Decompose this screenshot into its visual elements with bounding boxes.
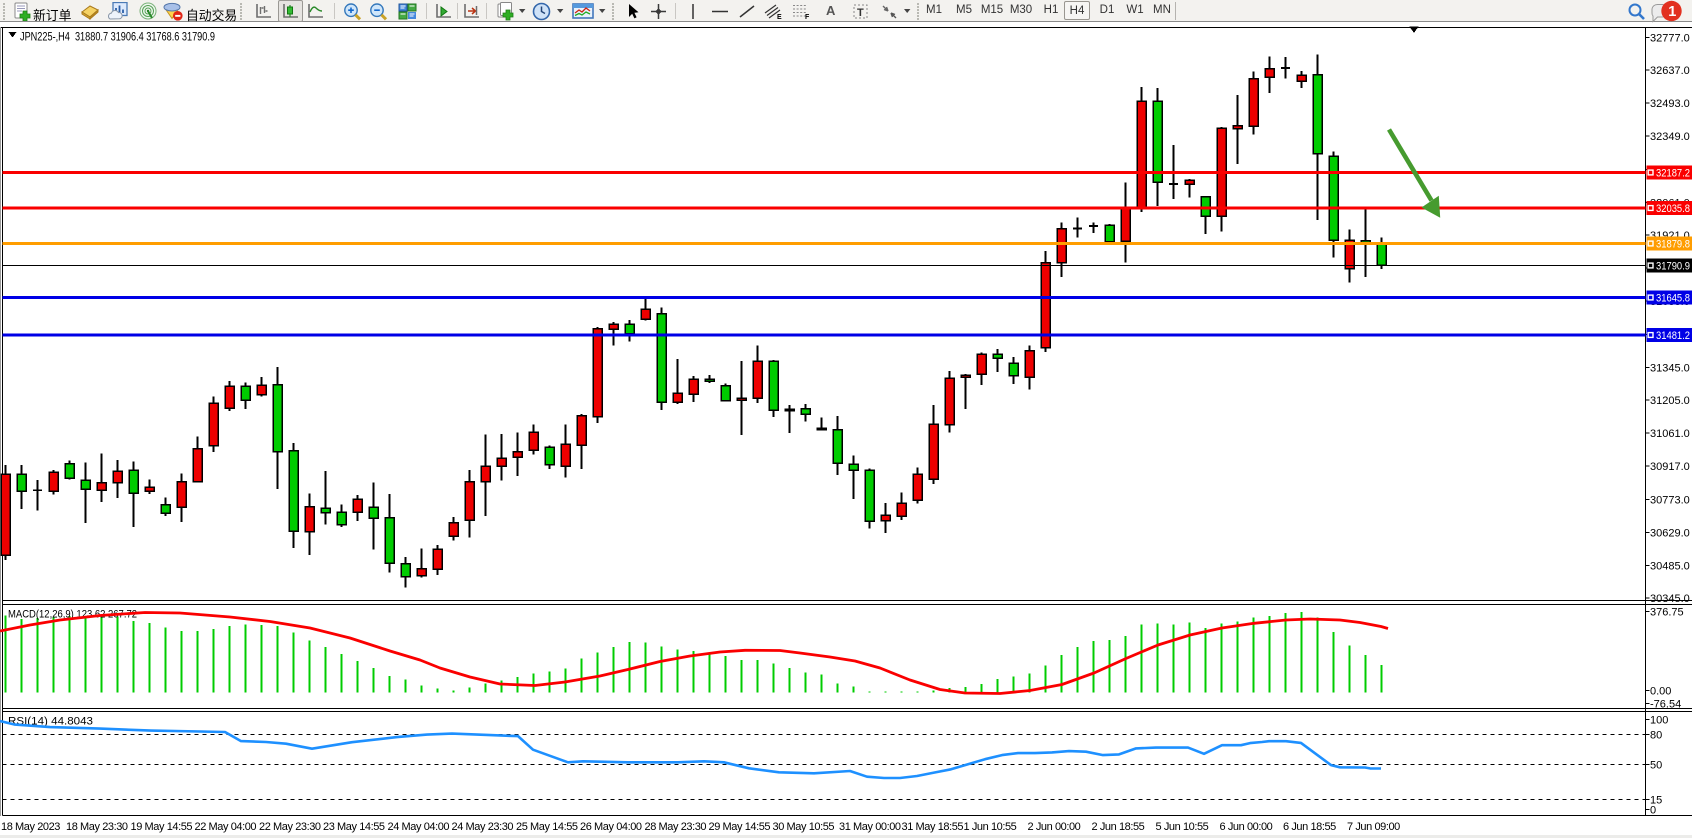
svg-text:50: 50 [1650,759,1662,771]
svg-text:32637.0: 32637.0 [1650,65,1690,77]
svg-text:F: F [805,14,810,20]
svg-text:15: 15 [1650,794,1662,806]
svg-text:30345.0: 30345.0 [1650,593,1690,605]
svg-text:32035.8: 32035.8 [1656,203,1690,215]
svg-text:2 Jun 18:55: 2 Jun 18:55 [1092,821,1145,833]
svg-text:1 Jun 10:55: 1 Jun 10:55 [964,821,1017,833]
svg-text:22 May 23:30: 22 May 23:30 [259,821,321,833]
svg-text:5 Jun 10:55: 5 Jun 10:55 [1156,821,1209,833]
svg-text:32493.0: 32493.0 [1650,98,1690,110]
svg-text:30773.0: 30773.0 [1650,494,1690,506]
svg-text:32349.0: 32349.0 [1650,131,1690,143]
svg-text:30629.0: 30629.0 [1650,528,1690,540]
svg-text:30 May 10:55: 30 May 10:55 [773,821,835,833]
svg-text:32777.0: 32777.0 [1650,33,1690,45]
svg-text:100: 100 [1650,715,1668,727]
svg-text:30485.0: 30485.0 [1650,561,1690,573]
svg-text:31 May 00:00: 31 May 00:00 [839,821,901,833]
svg-text:7 Jun 09:00: 7 Jun 09:00 [1347,821,1400,833]
svg-text:29 May 14:55: 29 May 14:55 [709,821,771,833]
svg-text:31 May 18:55: 31 May 18:55 [902,821,964,833]
svg-text:T: T [857,7,864,19]
svg-text:24 May 04:00: 24 May 04:00 [388,821,450,833]
svg-text:0.00: 0.00 [1650,686,1671,698]
svg-text:31205.0: 31205.0 [1650,395,1690,407]
svg-text:6 Jun 18:55: 6 Jun 18:55 [1283,821,1336,833]
svg-text:31645.8: 31645.8 [1656,293,1690,305]
svg-text:18 May 23:30: 18 May 23:30 [66,821,128,833]
svg-text:18 May 2023: 18 May 2023 [1,821,60,833]
svg-text:19 May 14:55: 19 May 14:55 [131,821,193,833]
svg-text:24 May 23:30: 24 May 23:30 [452,821,514,833]
svg-text:22 May 04:00: 22 May 04:00 [195,821,257,833]
svg-text:31481.2: 31481.2 [1656,330,1690,342]
svg-text:30917.0: 30917.0 [1650,461,1690,473]
svg-text:25 May 14:55: 25 May 14:55 [516,821,578,833]
svg-text:MACD(12,26,9) 123.62 267.72: MACD(12,26,9) 123.62 267.72 [8,609,137,621]
svg-text:E: E [777,14,782,20]
svg-text:376.75: 376.75 [1650,607,1684,619]
svg-text:JPN225-,H4 31880.7 31906.4 31: JPN225-,H4 31880.7 31906.4 31768.6 31790… [20,32,215,44]
svg-text:28 May 23:30: 28 May 23:30 [645,821,707,833]
svg-text:26 May 04:00: 26 May 04:00 [580,821,642,833]
svg-text:1: 1 [1668,4,1676,20]
svg-text:32187.2: 32187.2 [1656,168,1690,180]
svg-text:-76.54: -76.54 [1650,699,1681,711]
svg-text:31345.0: 31345.0 [1650,363,1690,375]
svg-text:0: 0 [1650,805,1656,817]
svg-text:80: 80 [1650,729,1662,741]
svg-text:31790.9: 31790.9 [1656,261,1690,273]
svg-text:31061.0: 31061.0 [1650,428,1690,440]
svg-text:31879.8: 31879.8 [1656,239,1690,251]
svg-text:23 May 14:55: 23 May 14:55 [323,821,385,833]
svg-text:2 Jun 00:00: 2 Jun 00:00 [1028,821,1081,833]
svg-text:6 Jun 00:00: 6 Jun 00:00 [1220,821,1273,833]
